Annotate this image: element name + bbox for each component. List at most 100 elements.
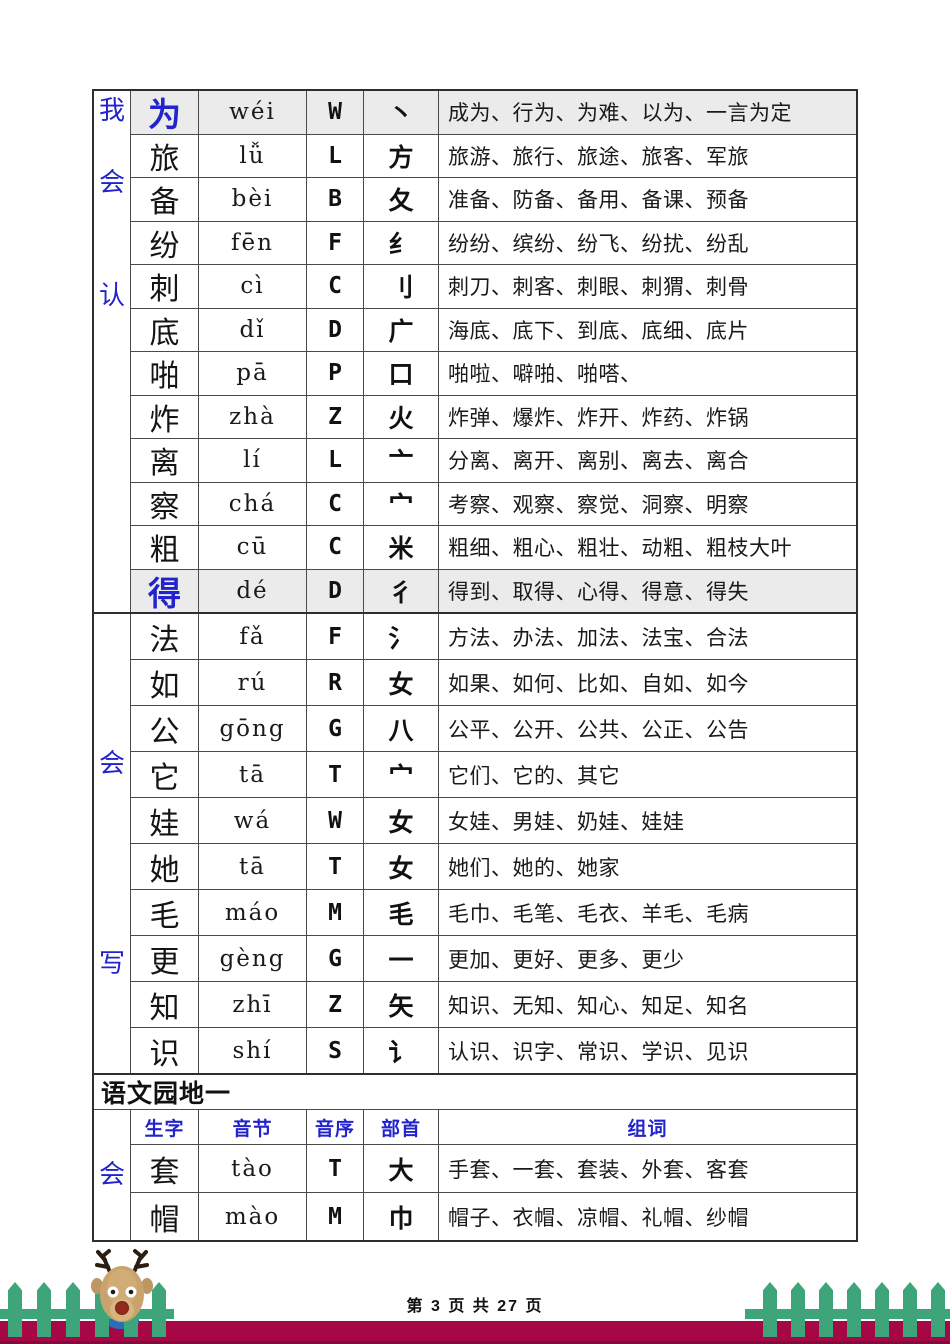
fence-picket [8,1282,22,1337]
initial-cell: P [307,352,364,395]
initial-cell: C [307,482,364,525]
fence-picket [763,1282,777,1337]
fence-picket [66,1282,80,1337]
words-cell: 更加、更好、更多、更少 [448,947,685,972]
radical-cell: 巾 [364,1193,439,1240]
radical-cell: 纟 [364,221,439,264]
fence-rail [0,1309,174,1319]
initial-cell: W [307,798,364,843]
section-rows: 为 wéi W 丶成为、行为、为难、以为、一言为定旅 lǚ L 方旅游、旅行、旅途、旅客、军… [131,91,856,612]
table-row: 刺 cì C 刂刺刀、刺客、刺眼、刺猬、刺骨 [131,264,856,308]
table-row: 得 dé D 彳得到、取得、心得、得意、得失 [131,568,856,612]
pinyin-cell: pā [199,352,307,395]
pinyin-cell: lǚ [199,134,307,177]
initial-cell: W [307,91,364,134]
pinyin-cell: gōng [199,706,307,751]
initial-cell: S [307,1028,364,1073]
pinyin-cell: dé [199,569,307,612]
fence-picket [931,1282,945,1337]
radical-cell: 宀 [364,752,439,797]
character-cell: 娃 [131,798,199,843]
character-cell: 为 [131,91,199,134]
table-row: 知 zhī Z 矢知识、无知、知心、知足、知名 [131,981,856,1027]
table-row: 离 lí L 亠分离、离开、离别、离去、离合 [131,438,856,482]
fence-picket [37,1282,51,1337]
radical-cell: 矢 [364,982,439,1027]
section-rows: 法 fǎ F 氵方法、办法、加法、法宝、合法如 rú R 女如果、如何、比如、自如、如今公 g… [131,614,856,1073]
radical-cell: 讠 [364,1028,439,1073]
radical-cell: 方 [364,134,439,177]
fence-picket [791,1282,805,1337]
pinyin-cell: mào [199,1193,307,1240]
header-radical: 部首 [364,1110,439,1144]
initial-cell: T [307,844,364,889]
section-recognize: 我会认 为 wéi W 丶成为、行为、为难、以为、一言为定旅 lǚ L 方旅游、旅行、旅途、… [94,91,856,612]
section-label-unit: 会 [94,1110,131,1240]
radical-cell: 广 [364,308,439,351]
radical-cell: 亠 [364,439,439,482]
words-cell: 它们、它的、其它 [448,763,620,788]
header-pinyin: 音节 [199,1110,307,1144]
words-cell: 女娃、男娃、奶娃、娃娃 [448,809,685,834]
section-label-char: 会 [98,168,125,197]
initial-cell: R [307,660,364,705]
pinyin-cell: zhī [199,982,307,1027]
initial-cell: C [307,526,364,569]
table-row: 公 gōng G 八公平、公开、公共、公正、公告 [131,705,856,751]
pinyin-cell: wá [199,798,307,843]
words-cell: 刺刀、刺客、刺眼、刺猬、刺骨 [448,275,749,300]
initial-cell: D [307,308,364,351]
radical-cell: 刂 [364,265,439,308]
radical-cell: 夂 [364,178,439,221]
words-cell: 粗细、粗心、粗壮、动粗、粗枝大叶 [448,536,792,561]
radical-cell: 八 [364,706,439,751]
radical-cell: 氵 [364,614,439,659]
radical-cell: 彳 [364,569,439,612]
character-cell: 她 [131,844,199,889]
table-row: 旅 lǚ L 方旅游、旅行、旅途、旅客、军旅 [131,133,856,177]
pinyin-cell: fǎ [199,614,307,659]
character-cell: 更 [131,936,199,981]
radical-cell: 大 [364,1145,439,1192]
pinyin-cell: wéi [199,91,307,134]
radical-cell: 毛 [364,890,439,935]
pinyin-cell: cì [199,265,307,308]
section-label-char: 认 [98,281,125,310]
table-row: 察 chá C 宀考察、观察、察觉、洞察、明察 [131,481,856,525]
character-cell: 刺 [131,265,199,308]
table-row: 识 shí S 讠认识、识字、常识、学识、见识 [131,1027,856,1073]
character-cell: 如 [131,660,199,705]
section-unit-write: 会 生字 音节 音序 部首 组词 套 tào T 大手套、一套、套装、外套、客套帽 mà… [94,1110,856,1240]
initial-cell: Z [307,982,364,1027]
fence-left-icon [0,1282,174,1337]
table-row: 更 gèng G 一更加、更好、更多、更少 [131,935,856,981]
table-row: 粗 cū C 米粗细、粗心、粗壮、动粗、粗枝大叶 [131,525,856,569]
table-row: 为 wéi W 丶成为、行为、为难、以为、一言为定 [131,91,856,134]
character-cell: 离 [131,439,199,482]
table-row: 她 tā T 女她们、她的、她家 [131,843,856,889]
character-cell: 法 [131,614,199,659]
section-label-recognize: 我会认 [94,91,131,612]
table-row: 套 tào T 大手套、一套、套装、外套、客套 [131,1144,856,1192]
table-row: 备 bèi B 夂准备、防备、备用、备课、预备 [131,177,856,221]
character-cell: 套 [131,1145,199,1192]
radical-cell: 米 [364,526,439,569]
initial-cell: L [307,134,364,177]
radical-cell: 女 [364,844,439,889]
words-cell: 得到、取得、心得、得意、得失 [448,579,749,604]
table-row: 毛 máo M 毛毛巾、毛笔、毛衣、羊毛、毛病 [131,889,856,935]
initial-cell: G [307,706,364,751]
pinyin-cell: tā [199,844,307,889]
initial-cell: F [307,221,364,264]
radical-cell: 丶 [364,91,439,134]
character-cell: 炸 [131,395,199,438]
fence-picket [875,1282,889,1337]
words-cell: 如果、如何、比如、自如、如今 [448,671,749,696]
fence-picket [903,1282,917,1337]
pinyin-cell: tā [199,752,307,797]
table-row: 娃 wá W 女女娃、男娃、奶娃、娃娃 [131,797,856,843]
table-row: 如 rú R 女如果、如何、比如、自如、如今 [131,659,856,705]
radical-cell: 宀 [364,482,439,525]
table-row: 法 fǎ F 氵方法、办法、加法、法宝、合法 [131,614,856,659]
character-cell: 备 [131,178,199,221]
